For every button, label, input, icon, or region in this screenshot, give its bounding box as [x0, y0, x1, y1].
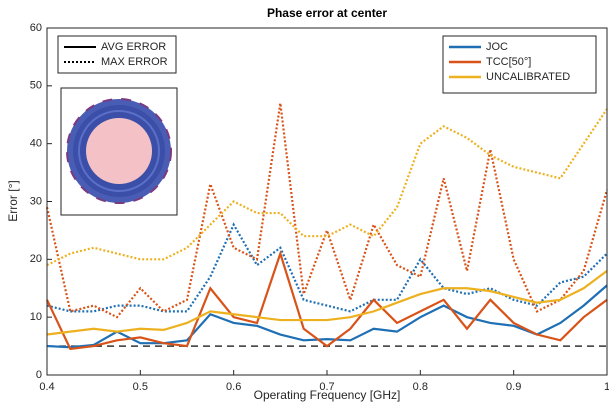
y-tick-label: 50	[30, 80, 42, 92]
legend-label: AVG ERROR	[101, 41, 166, 53]
x-tick-label: 0.7	[319, 381, 334, 393]
x-tick-label: 0.6	[226, 381, 241, 393]
legend-label: UNCALIBRATED	[486, 71, 570, 83]
series-line	[46, 222, 608, 313]
y-tick-label: 0	[36, 369, 42, 381]
x-tick-label: 0.8	[413, 381, 428, 393]
legend-label: MAX ERROR	[101, 56, 168, 68]
style-legend-box	[57, 35, 177, 74]
legend-label: TCC[50°]	[486, 56, 531, 68]
x-tick-label: 0.4	[39, 381, 54, 393]
x-tick-label: 0.9	[506, 381, 521, 393]
legend-box	[442, 35, 597, 94]
x-axis-label: Operating Frequency [GHz]	[254, 388, 401, 402]
y-axis-label: Error [°]	[6, 180, 20, 221]
inset-image	[60, 87, 178, 216]
legend-label: JOC	[486, 41, 508, 53]
plot-frame	[46, 27, 608, 376]
x-tick-label: 0.5	[133, 381, 148, 393]
x-tick-label: 1	[604, 381, 609, 393]
y-tick-label: 20	[30, 253, 42, 265]
y-tick-label: 40	[30, 138, 42, 150]
chart-title: Phase error at center	[267, 6, 387, 20]
series-line	[45, 103, 609, 319]
y-tick-label: 10	[30, 311, 42, 323]
y-tick-label: 60	[30, 22, 42, 34]
series-line	[46, 270, 608, 336]
series-line	[46, 249, 608, 351]
y-tick-label: 30	[30, 195, 42, 207]
series-line	[46, 284, 608, 349]
